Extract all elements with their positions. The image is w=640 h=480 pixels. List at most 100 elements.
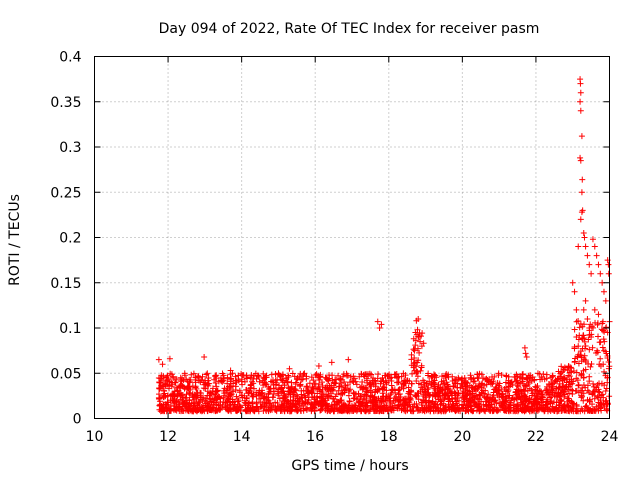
data-point — [351, 402, 358, 409]
data-point — [241, 399, 248, 406]
data-point — [332, 393, 339, 400]
data-point — [272, 370, 279, 377]
data-point — [179, 407, 186, 414]
data-point — [324, 400, 331, 407]
data-point — [293, 392, 300, 399]
data-point — [481, 394, 488, 401]
data-point — [350, 379, 357, 386]
data-point — [341, 379, 348, 386]
data-point — [413, 368, 420, 375]
data-point — [495, 370, 502, 377]
data-point — [556, 380, 563, 387]
data-point — [358, 400, 365, 407]
data-point — [599, 344, 606, 351]
data-point — [177, 381, 184, 388]
data-point — [521, 382, 528, 389]
data-point — [566, 373, 573, 380]
data-point — [256, 387, 263, 394]
data-point — [532, 383, 539, 390]
data-point — [382, 396, 389, 403]
data-point — [387, 391, 394, 398]
data-point — [523, 374, 530, 381]
data-point — [181, 385, 188, 392]
data-point — [575, 318, 582, 325]
data-point — [203, 371, 210, 378]
data-point — [369, 377, 376, 384]
data-point — [526, 379, 533, 386]
data-point — [241, 378, 248, 385]
x-tick-label: 20 — [453, 429, 471, 445]
data-point — [522, 388, 529, 395]
data-point — [176, 383, 183, 390]
data-point — [335, 372, 342, 379]
data-point — [402, 402, 409, 409]
data-point — [491, 386, 498, 393]
data-point — [417, 338, 424, 345]
data-point — [277, 405, 284, 412]
data-point — [171, 388, 178, 395]
data-point — [382, 397, 389, 404]
data-point — [591, 243, 598, 250]
data-point — [197, 396, 204, 403]
data-point — [412, 342, 419, 349]
data-point — [358, 393, 365, 400]
grid-layer — [94, 56, 610, 419]
data-point — [441, 396, 448, 403]
data-point — [339, 373, 346, 380]
data-point — [500, 393, 507, 400]
data-point — [517, 374, 524, 381]
data-point — [312, 380, 319, 387]
data-point — [400, 385, 407, 392]
data-point — [597, 355, 604, 362]
data-point — [386, 371, 393, 378]
y-tick-label: 0.25 — [50, 185, 81, 201]
data-point — [538, 405, 545, 412]
data-point — [506, 383, 513, 390]
data-point — [414, 345, 421, 352]
data-point — [521, 344, 528, 351]
data-point — [597, 397, 604, 404]
data-point — [228, 391, 235, 398]
data-point — [420, 377, 427, 384]
data-point — [224, 374, 231, 381]
data-point — [579, 323, 586, 330]
data-point — [474, 386, 481, 393]
data-point — [457, 408, 464, 415]
data-point — [378, 407, 385, 414]
data-point — [498, 386, 505, 393]
data-point — [162, 405, 169, 412]
data-point — [236, 387, 243, 394]
data-point — [505, 395, 512, 402]
data-point — [445, 384, 452, 391]
data-point — [203, 399, 210, 406]
data-point — [377, 397, 384, 404]
data-point — [220, 387, 227, 394]
data-point — [268, 371, 275, 378]
data-point — [190, 370, 197, 377]
data-point — [444, 381, 451, 388]
data-point — [544, 404, 551, 411]
data-point — [252, 370, 259, 377]
data-point — [247, 381, 254, 388]
data-point — [526, 385, 533, 392]
data-point — [600, 400, 607, 407]
data-point — [410, 335, 417, 342]
data-point — [258, 390, 265, 397]
data-point — [177, 374, 184, 381]
data-point — [286, 387, 293, 394]
data-point — [195, 375, 202, 382]
data-point — [189, 408, 196, 415]
data-point — [413, 378, 420, 385]
data-point — [281, 407, 288, 414]
data-point — [590, 324, 597, 331]
data-point — [186, 397, 193, 404]
data-point — [181, 372, 188, 379]
data-point — [579, 384, 586, 391]
data-point — [534, 370, 541, 377]
data-point — [414, 359, 421, 366]
data-point — [347, 374, 354, 381]
data-point — [418, 401, 425, 408]
data-point — [468, 397, 475, 404]
data-point — [586, 407, 593, 414]
data-point — [483, 405, 490, 412]
